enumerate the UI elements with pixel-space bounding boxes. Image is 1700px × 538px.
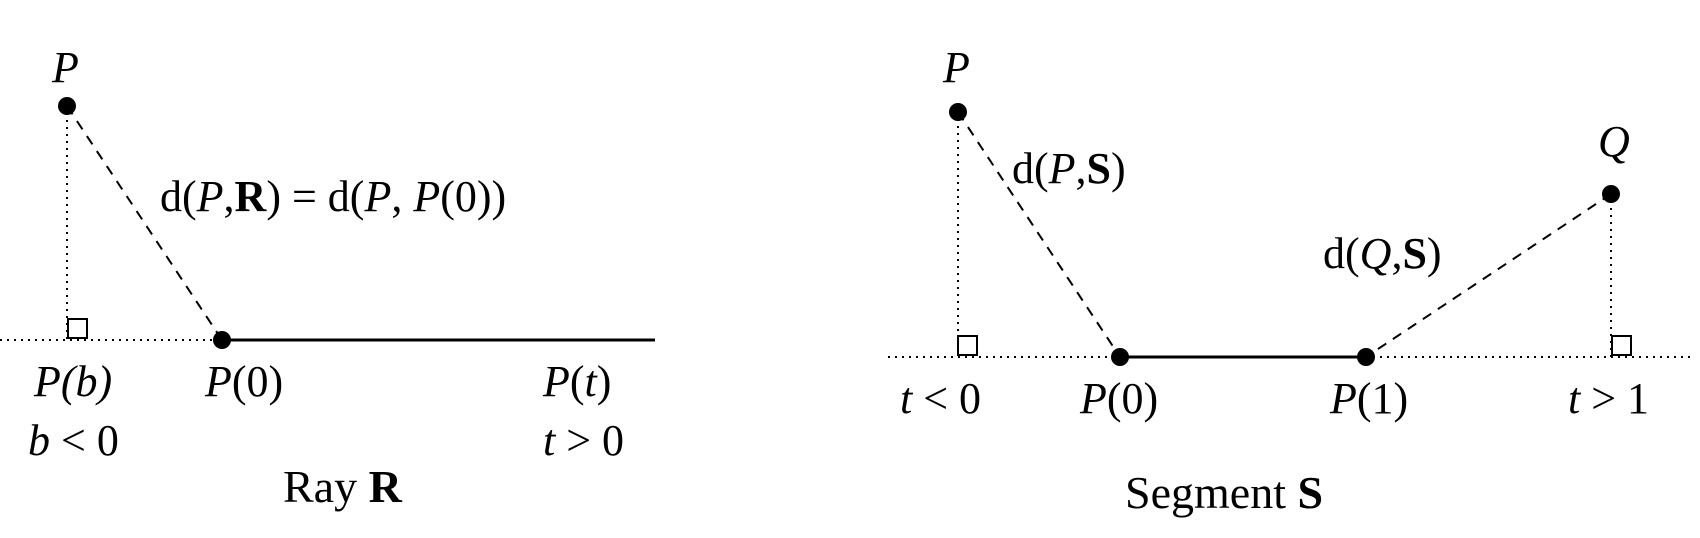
segment-end-label: P(1) — [1329, 374, 1408, 423]
segment-caption: Segment S — [1125, 467, 1323, 518]
ray-foot-condition: b < 0 — [28, 416, 119, 465]
segment-left-condition: t < 0 — [900, 374, 981, 423]
segment-p-distance-dashed — [957, 111, 1121, 358]
segment-right-condition: t > 1 — [1568, 374, 1649, 423]
ray-point-p-dot — [58, 97, 76, 115]
ray-origin-dot — [213, 331, 231, 349]
ray-diagram: P d(P,R) = d(P, P(0)) P(b) b < 0 P(0) P(… — [0, 43, 655, 512]
segment-dist-p-label: d(P,S) — [1012, 144, 1126, 193]
segment-point-q-label: Q — [1598, 117, 1630, 166]
ray-origin-label: P(0) — [204, 357, 283, 406]
ray-distance-label: d(P,R) = d(P, P(0)) — [160, 172, 506, 221]
segment-end-dot — [1357, 348, 1375, 366]
segment-point-p-label: P — [942, 43, 970, 92]
segment-q-distance-dashed — [1365, 193, 1612, 358]
segment-start-label: P(0) — [1079, 374, 1158, 423]
ray-point-p-label: P — [51, 43, 79, 92]
ray-distance-dashed — [66, 105, 223, 341]
ray-right-angle-marker — [67, 318, 88, 339]
segment-point-p-dot — [949, 103, 967, 121]
ray-t-label: P(t) — [542, 357, 611, 406]
segment-diagram: P Q d(P,S) d(Q,S) t < 0 P(0) P(1) t > 1 … — [888, 43, 1690, 518]
segment-point-q-dot — [1602, 185, 1620, 203]
ray-t-condition: t > 0 — [543, 416, 624, 465]
ray-caption: Ray R — [283, 461, 403, 512]
segment-right-right-angle-marker — [1611, 335, 1632, 356]
segment-start-dot — [1111, 348, 1129, 366]
segment-left-right-angle-marker — [957, 335, 978, 356]
segment-dist-q-label: d(Q,S) — [1323, 229, 1442, 278]
ray-foot-label: P(b) — [33, 357, 112, 406]
